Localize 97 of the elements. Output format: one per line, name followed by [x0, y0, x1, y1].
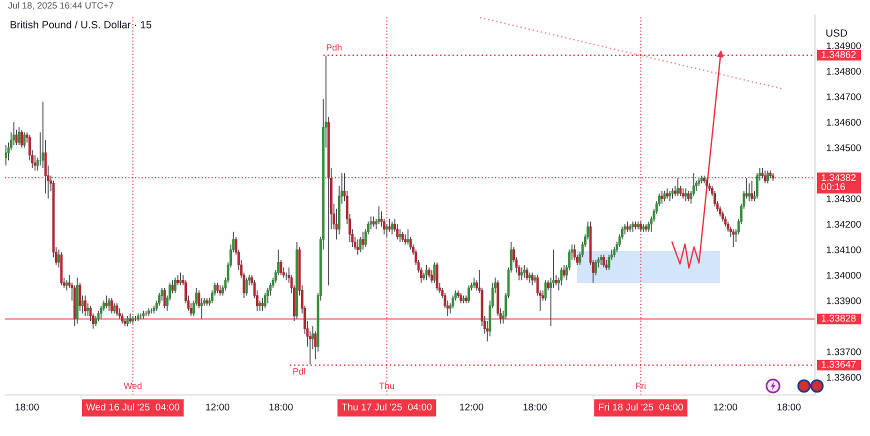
y-tick-label: 1.34600 — [826, 118, 861, 126]
ref-line-label: Fri — [636, 382, 646, 389]
candlestick — [356, 238, 359, 256]
candlestick — [706, 178, 708, 189]
candlestick — [105, 295, 108, 309]
candlestick — [660, 190, 664, 204]
y-tick-label: 1.34300 — [826, 195, 861, 202]
x-tick-label: Thu 17 Jul '25 04:00 — [342, 403, 432, 410]
candlestick — [460, 292, 462, 304]
y-tick-label: 1.33600 — [826, 374, 861, 381]
candlestick — [128, 312, 132, 324]
candlestick — [121, 312, 124, 324]
y-tick-label: 1.34800 — [826, 68, 861, 75]
candlestick — [20, 129, 23, 148]
candlestick — [216, 282, 219, 294]
ref-line-label: 1.33828 — [822, 314, 856, 322]
candlestick — [674, 185, 676, 197]
candlestick — [425, 264, 428, 281]
y-tick-label: 1.34000 — [826, 272, 861, 279]
candlestick — [174, 277, 176, 294]
y-tick-label: 1.34100 — [826, 246, 861, 254]
y-tick-label: 1.34900 — [826, 42, 861, 50]
candlestick — [126, 315, 129, 327]
candlestick — [671, 188, 674, 200]
candlestick — [766, 170, 769, 184]
ref-line-label: 1.34382 00:16 — [821, 174, 856, 190]
series-label: Pdl — [293, 368, 306, 375]
chart-title: British Pound / U.S. Dollar · 15 — [10, 20, 152, 28]
x-tick-label: Fri 18 Jul '25 04:00 — [599, 403, 683, 410]
candlestick — [687, 190, 690, 202]
x-tick-label: 18:00 — [524, 404, 547, 410]
series-label: Pdh — [326, 44, 342, 51]
ref-line-label: Thu — [379, 382, 394, 390]
candlestick — [640, 221, 642, 232]
candlestick — [378, 206, 380, 225]
y-axis-title: USD — [826, 29, 848, 37]
candlestick — [632, 221, 634, 232]
text: Jul 18, 2025 16:44 UTC+7 — [8, 2, 114, 10]
x-tick-label: 12:00 — [206, 404, 230, 410]
candlestick — [362, 231, 364, 250]
y-tick-label: 1.34700 — [826, 93, 861, 100]
x-tick-label: 12:00 — [714, 404, 738, 410]
x-tick-label: 12:00 — [460, 404, 484, 410]
ref-line-label: Wed — [124, 382, 142, 390]
candlestick — [684, 188, 687, 202]
x-tick-label: 18:00 — [777, 404, 801, 410]
candlestick — [602, 254, 605, 268]
x-tick-label: Wed 16 Jul '25 04:00 — [86, 403, 180, 410]
candlestick — [666, 188, 668, 200]
y-tick-label: 1.34500 — [826, 144, 861, 152]
y-tick-label: 1.33700 — [826, 348, 861, 356]
candlestick — [544, 280, 547, 302]
candlestick — [163, 287, 166, 309]
candlestick — [18, 126, 20, 146]
candlestick — [663, 190, 666, 202]
candlestick — [764, 170, 766, 184]
candlestick — [94, 315, 98, 327]
y-tick-label: 1.34200 — [826, 220, 861, 228]
candlestick — [722, 210, 724, 222]
y-tick-label: 1.33900 — [826, 297, 861, 304]
candlestick — [108, 298, 110, 312]
candlestick — [176, 274, 180, 286]
candlestick — [668, 190, 672, 202]
candlestick — [5, 144, 8, 166]
candlestick — [401, 231, 404, 242]
candlestick — [468, 284, 470, 304]
candlestick — [676, 178, 680, 197]
candlestick — [626, 221, 629, 232]
candlestick — [436, 262, 438, 291]
candlestick — [750, 180, 754, 202]
candlestick — [406, 228, 410, 246]
x-tick-label: 18:00 — [16, 404, 39, 410]
candlestick — [23, 132, 26, 148]
candlestick — [84, 295, 86, 316]
candlestick — [116, 302, 118, 316]
candlestick — [372, 216, 375, 228]
candlestick — [526, 267, 528, 281]
candlestick — [65, 280, 68, 291]
data-label: 1.34862 — [822, 51, 856, 58]
candlestick — [113, 302, 116, 314]
candlestick — [258, 300, 262, 312]
data-label: 1.33647 — [822, 360, 856, 368]
candlestick — [594, 259, 598, 276]
candlestick — [359, 236, 362, 253]
candlestick — [520, 267, 523, 281]
candlestick — [472, 277, 476, 288]
candlestick — [179, 272, 182, 286]
candlestick — [218, 284, 222, 296]
candlestick — [682, 188, 684, 200]
candlestick — [523, 264, 526, 278]
candlestick — [110, 298, 113, 314]
candlestick — [531, 272, 534, 286]
candlestick — [12, 122, 16, 146]
candlestick — [732, 228, 735, 248]
x-tick-label: 18:00 — [270, 404, 293, 410]
candlestick — [600, 254, 602, 266]
candlestick — [390, 221, 394, 235]
